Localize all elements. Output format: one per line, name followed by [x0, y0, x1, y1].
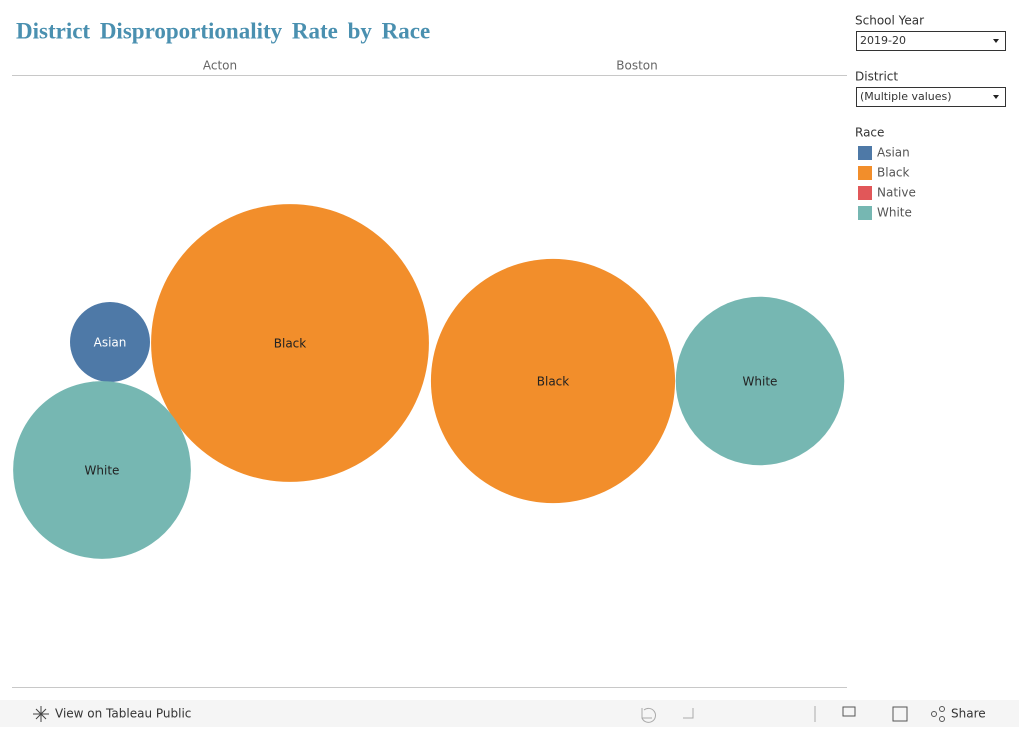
- toolbar: [0, 700, 1019, 727]
- toolbar-icons: [641, 706, 945, 723]
- bubble-label: White: [85, 464, 120, 478]
- legend-swatch: [858, 166, 872, 180]
- bubble-label: Black: [274, 337, 307, 351]
- legend-entry: Asian: [877, 146, 910, 160]
- dropdown-arrow: [993, 95, 999, 99]
- legend-swatch: [858, 186, 872, 200]
- filter-label: School Year: [855, 14, 924, 28]
- tableau-icon: [33, 706, 49, 722]
- panel-header: Acton: [203, 59, 237, 73]
- legend-entry: Native: [877, 186, 916, 200]
- bubble: [151, 204, 429, 482]
- dropdown-arrow: [993, 39, 999, 43]
- bubble-label: White: [743, 375, 778, 389]
- bubble: [13, 381, 191, 559]
- filter-label: District: [855, 70, 898, 84]
- chart-title: District Disproportionality Rate by Race: [16, 18, 430, 43]
- dropdown[interactable]: [856, 87, 1006, 107]
- dropdown[interactable]: [856, 31, 1006, 51]
- legend-swatch: [858, 146, 872, 160]
- legend-swatch: [858, 206, 872, 220]
- bubble: [430, 258, 676, 504]
- share-button[interactable]: Share: [951, 707, 986, 721]
- bubble-label: Asian: [94, 336, 127, 350]
- bubble-label: Black: [537, 375, 570, 389]
- panel-header: Boston: [616, 59, 657, 73]
- dropdown-value: (Multiple values): [860, 90, 952, 103]
- bubble: [675, 296, 845, 466]
- legend-entry: Black: [877, 166, 910, 180]
- legend-title: Race: [855, 126, 884, 140]
- view-link[interactable]: View on Tableau Public: [55, 707, 191, 721]
- legend-entry: White: [877, 206, 912, 220]
- dropdown-value: 2019-20: [860, 34, 906, 47]
- bubble: [70, 302, 150, 382]
